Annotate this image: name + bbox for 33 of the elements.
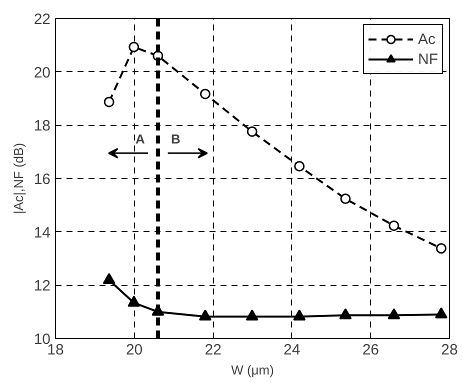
x-axis-title: W (μm)	[231, 362, 274, 378]
y-tick-label: 14	[34, 224, 51, 242]
point	[388, 308, 400, 320]
legend-label: Ac	[418, 30, 437, 48]
x-tick-label: 22	[204, 342, 222, 358]
point	[434, 307, 448, 318]
point	[104, 96, 114, 108]
y-tick-label: 18	[34, 118, 51, 135]
y-tick-label: 20	[34, 64, 51, 82]
point	[128, 296, 140, 307]
point	[339, 308, 352, 320]
point	[294, 160, 305, 172]
point	[340, 194, 351, 204]
point	[128, 42, 140, 52]
point	[246, 310, 258, 321]
x-tick-label: 20	[126, 342, 143, 358]
annotation: A	[136, 132, 146, 146]
y-tick-label: 16	[34, 171, 51, 188]
y-tick-label: 22	[34, 11, 51, 28]
annotation: B	[170, 132, 180, 146]
x-tick-label: 24	[284, 342, 300, 358]
point	[246, 126, 258, 137]
point	[198, 310, 212, 321]
legend-label: NF	[418, 50, 438, 68]
point	[102, 273, 116, 284]
y-tick-label: 12	[34, 278, 51, 295]
point	[293, 310, 306, 321]
point	[200, 88, 210, 100]
x-tick-label: 26	[362, 342, 380, 358]
x-tick-label: 28	[441, 342, 458, 358]
y-axis-title: |Ac|,NF (dB)	[10, 142, 26, 214]
point	[436, 243, 446, 254]
point	[388, 220, 400, 231]
